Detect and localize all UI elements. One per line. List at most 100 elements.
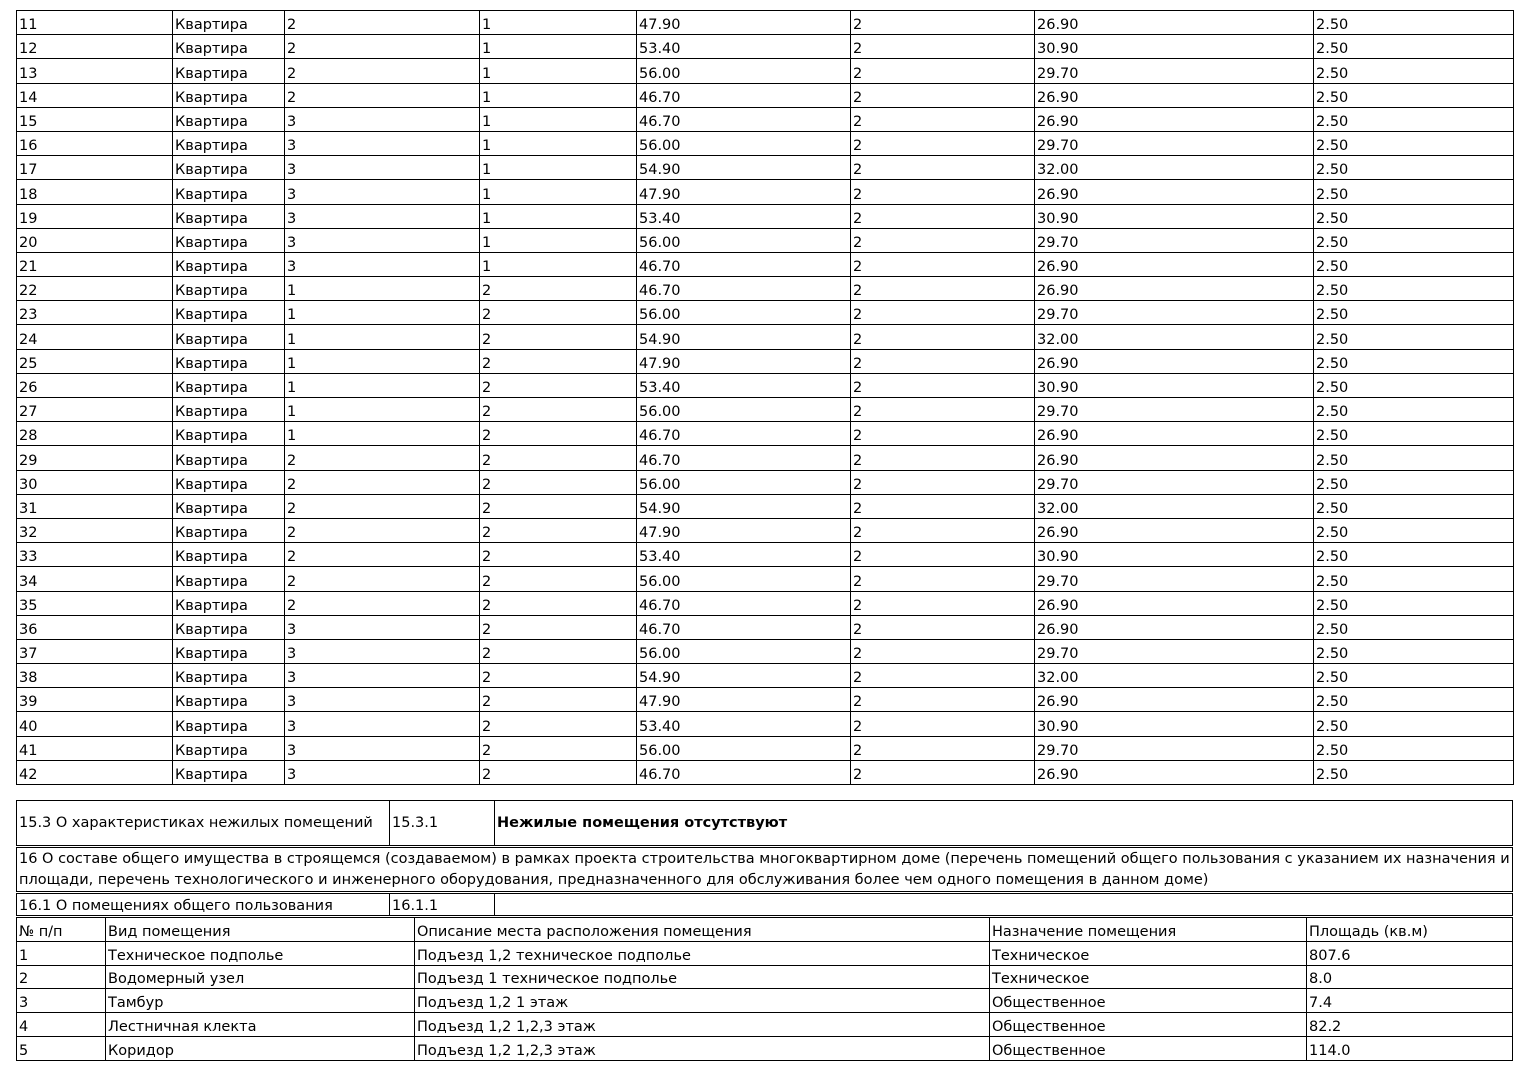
unit-number-cell: 12 [16, 34, 173, 60]
total-area-cell: 54.90 [636, 155, 851, 181]
rooms-cell: 2 [850, 372, 1035, 399]
floor-cell: 1 [479, 203, 637, 229]
floor-cell: 2 [479, 566, 637, 592]
total-area-cell: 56.00 [636, 130, 851, 157]
entrance-cell: 3 [284, 759, 480, 786]
unit-number-cell: 25 [16, 348, 173, 374]
ceiling-height-cell: 2.50 [1313, 614, 1514, 640]
table-row: 30 Квартира 2 2 56.00 2 29.70 2.50 [16, 469, 1514, 495]
unit-number-cell: 21 [16, 251, 173, 278]
rooms-cell: 2 [850, 517, 1035, 544]
floor-cell: 2 [479, 300, 637, 326]
unit-number-cell: 31 [16, 493, 173, 519]
table-row: 38 Квартира 3 2 54.90 2 32.00 2.50 [16, 663, 1514, 689]
header-location: Описание места расположения помещения [414, 917, 990, 942]
entrance-cell: 3 [284, 663, 480, 689]
entrance-cell: 1 [284, 396, 480, 423]
unit-type-cell: Квартира [172, 324, 285, 350]
living-area-cell: 26.90 [1034, 517, 1314, 544]
rooms-cell: 2 [850, 34, 1035, 60]
living-area-cell: 29.70 [1034, 735, 1314, 761]
unit-type-cell: Квартира [172, 130, 285, 157]
entrance-cell: 2 [284, 517, 480, 544]
table-row: 29 Квартира 2 2 46.70 2 26.90 2.50 [16, 445, 1514, 471]
floor-cell: 1 [479, 9, 637, 36]
rooms-cell: 2 [850, 469, 1035, 495]
total-area-cell: 46.70 [636, 614, 851, 640]
location-cell: Подъезд 1,2 1,2,3 этаж [414, 1035, 990, 1061]
floor-cell: 2 [479, 324, 637, 350]
entrance-cell: 3 [284, 251, 480, 278]
ceiling-height-cell: 2.50 [1313, 542, 1514, 568]
unit-type-cell: Квартира [172, 396, 285, 423]
entrance-cell: 1 [284, 421, 480, 447]
table-row: 18 Квартира 3 1 47.90 2 26.90 2.50 [16, 179, 1514, 205]
section-16-1-value [494, 893, 1513, 916]
premise-type-cell: Водомерный узел [105, 964, 415, 990]
unit-type-cell: Квартира [172, 614, 285, 640]
rooms-cell: 2 [850, 324, 1035, 350]
table-row: 27 Квартира 1 2 56.00 2 29.70 2.50 [16, 396, 1514, 423]
living-area-cell: 26.90 [1034, 276, 1314, 302]
unit-number-cell: 14 [16, 82, 173, 108]
area-cell: 114.0 [1306, 1035, 1513, 1061]
unit-type-cell: Квартира [172, 82, 285, 108]
entrance-cell: 1 [284, 324, 480, 350]
unit-type-cell: Квартира [172, 9, 285, 36]
living-area-cell: 29.70 [1034, 227, 1314, 253]
unit-number-cell: 40 [16, 711, 173, 737]
total-area-cell: 46.70 [636, 82, 851, 108]
unit-number-cell: 42 [16, 759, 173, 786]
ceiling-height-cell: 2.50 [1313, 251, 1514, 278]
entrance-cell: 3 [284, 227, 480, 253]
ceiling-height-cell: 2.50 [1313, 663, 1514, 689]
unit-type-cell: Квартира [172, 590, 285, 616]
total-area-cell: 47.90 [636, 348, 851, 374]
unit-type-cell: Квартира [172, 276, 285, 302]
total-area-cell: 46.70 [636, 251, 851, 278]
ceiling-height-cell: 2.50 [1313, 227, 1514, 253]
unit-number-cell: 38 [16, 663, 173, 689]
unit-type-cell: Квартира [172, 251, 285, 278]
section-15-3-label: 15.3 О характеристиках нежилых помещений [16, 800, 390, 846]
floor-cell: 1 [479, 251, 637, 278]
table-row: 15 Квартира 3 1 46.70 2 26.90 2.50 [16, 106, 1514, 132]
section-16-text: 16 О составе общего имущества в строящем… [16, 847, 1513, 892]
unit-number-cell: 28 [16, 421, 173, 447]
rooms-cell: 2 [850, 58, 1035, 84]
rooms-cell: 2 [850, 300, 1035, 326]
living-area-cell: 26.90 [1034, 687, 1314, 713]
total-area-cell: 53.40 [636, 203, 851, 229]
ceiling-height-cell: 2.50 [1313, 759, 1514, 786]
entrance-cell: 1 [284, 372, 480, 399]
entrance-cell: 2 [284, 493, 480, 519]
living-area-cell: 29.70 [1034, 469, 1314, 495]
total-area-cell: 53.40 [636, 542, 851, 568]
floor-cell: 2 [479, 735, 637, 761]
entrance-cell: 3 [284, 614, 480, 640]
rooms-cell: 2 [850, 251, 1035, 278]
table-row: 16 Квартира 3 1 56.00 2 29.70 2.50 [16, 130, 1514, 157]
entrance-cell: 3 [284, 638, 480, 665]
unit-type-cell: Квартира [172, 372, 285, 399]
section-15-3-code: 15.3.1 [389, 800, 495, 846]
unit-type-cell: Квартира [172, 348, 285, 374]
table-row: 21 Квартира 3 1 46.70 2 26.90 2.50 [16, 251, 1514, 278]
unit-type-cell: Квартира [172, 300, 285, 326]
living-area-cell: 29.70 [1034, 638, 1314, 665]
unit-type-cell: Квартира [172, 735, 285, 761]
table-row: 11 Квартира 2 1 47.90 2 26.90 2.50 [16, 9, 1514, 36]
rooms-cell: 2 [850, 759, 1035, 786]
entrance-cell: 1 [284, 276, 480, 302]
purpose-cell: Техническое [989, 940, 1307, 966]
total-area-cell: 46.70 [636, 759, 851, 786]
total-area-cell: 46.70 [636, 106, 851, 132]
table-row: 3 Тамбур Подъезд 1,2 1 этаж Общественное 7.4 [16, 988, 1513, 1014]
unit-type-cell: Квартира [172, 34, 285, 60]
unit-number-cell: 39 [16, 687, 173, 713]
ceiling-height-cell: 2.50 [1313, 179, 1514, 205]
entrance-cell: 3 [284, 130, 480, 157]
total-area-cell: 56.00 [636, 638, 851, 665]
unit-number-cell: 35 [16, 590, 173, 616]
entrance-cell: 2 [284, 445, 480, 471]
